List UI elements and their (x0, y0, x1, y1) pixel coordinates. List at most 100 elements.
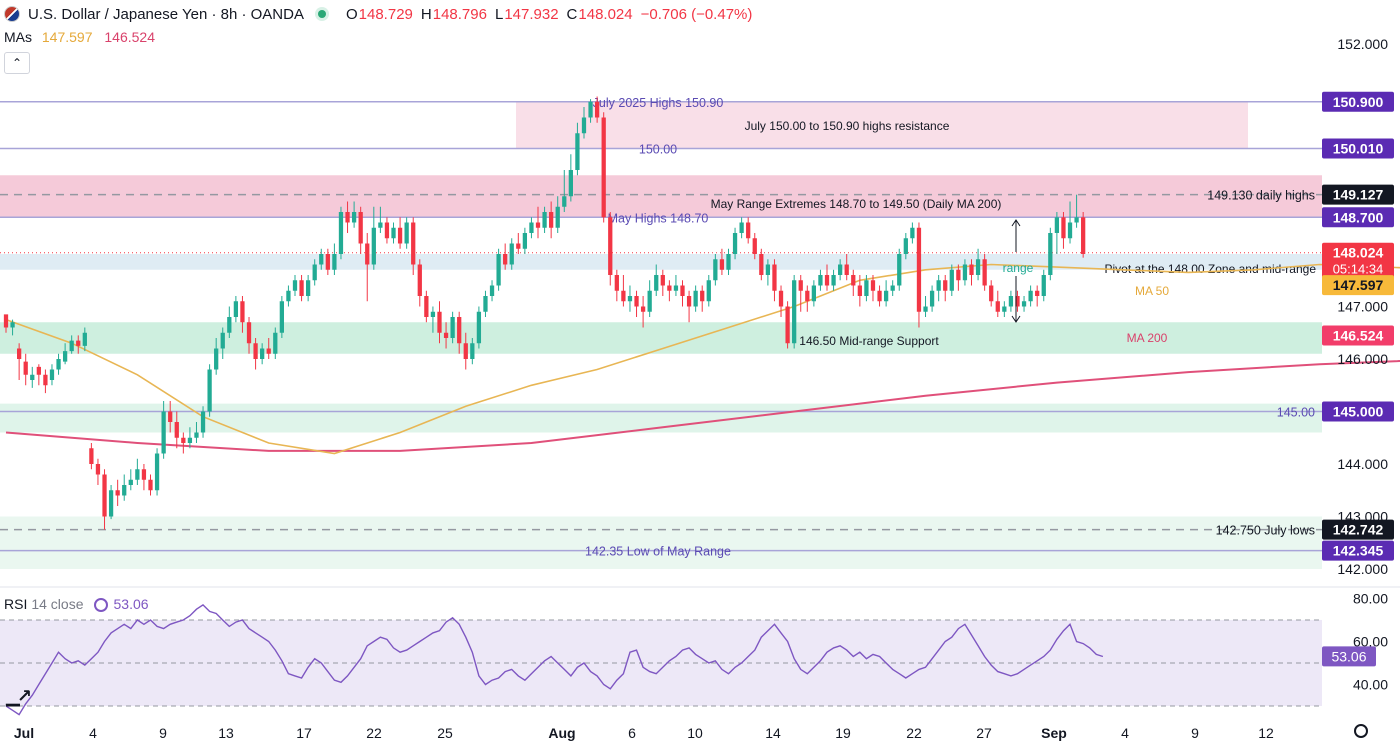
candle-body (496, 254, 501, 286)
zone-5 (0, 516, 1322, 569)
candle-body (286, 290, 291, 302)
range-label: range (1003, 261, 1034, 275)
candle-body (470, 343, 475, 359)
candle-body (503, 254, 508, 265)
candle-body (30, 374, 35, 380)
price-tag-bg-5 (1322, 519, 1394, 540)
candle-body (831, 275, 836, 286)
candle-body (338, 212, 344, 254)
candle-body (798, 280, 803, 291)
candle-body (706, 280, 711, 302)
candle-body (115, 490, 120, 496)
rsi-legend[interactable]: RSI 14 close 53.06 (4, 596, 149, 612)
candle-body (319, 254, 324, 265)
candle-body (181, 437, 186, 443)
close-value: 148.024 (578, 5, 633, 23)
zone-0 (516, 101, 1248, 149)
candle-body (529, 222, 534, 233)
candle-body (778, 290, 784, 307)
candle-body (332, 254, 337, 270)
candle-body (949, 269, 954, 291)
ma200-annotation: MA 200 (1127, 331, 1168, 345)
gear-icon[interactable] (1354, 724, 1368, 738)
candle-body (614, 275, 619, 291)
candle-body (772, 264, 777, 291)
candle-body (923, 306, 928, 312)
candle-body (404, 222, 409, 244)
candle-body (660, 275, 665, 286)
candle-body (700, 290, 705, 302)
candle-body (141, 469, 147, 480)
candle-body (962, 264, 968, 281)
price-tag-bg-1 (1322, 138, 1394, 159)
symbol-title[interactable]: U.S. Dollar / Japanese Yen · 8h · OANDA (28, 5, 304, 23)
price-tag-6: 142.345 (1333, 543, 1384, 559)
ma50-tag: 147.597 (1333, 277, 1384, 293)
candle-body (240, 301, 245, 323)
candle-body (253, 343, 258, 359)
x-tick-label: 12 (1258, 725, 1274, 741)
candle-body (279, 301, 284, 333)
candle-body (397, 227, 403, 244)
price-tag-0: 150.900 (1333, 94, 1384, 110)
price-tag-4: 145.000 (1333, 404, 1384, 420)
candle-body (89, 448, 94, 464)
candle-body (82, 332, 87, 346)
candle-body (555, 206, 560, 228)
y-tick-label: 152.000 (1337, 36, 1388, 52)
candle-body (174, 422, 179, 438)
level-label-6: 142.35 Low of May Range (585, 545, 731, 559)
candle-body (890, 285, 895, 291)
candle-body (1048, 233, 1053, 275)
x-tick-label: Jul (14, 725, 34, 741)
candle-body (56, 359, 61, 370)
candle-body (969, 264, 974, 275)
ma-legend[interactable]: MAs 147.597 146.524 (4, 29, 155, 45)
candle-body (870, 280, 876, 291)
candle-body (765, 264, 771, 275)
candle-body (811, 285, 817, 302)
level-label-0: July 2025 Highs 150.90 (593, 96, 724, 110)
candle-body (916, 227, 922, 312)
x-tick-label: 19 (835, 725, 851, 741)
candle-body (877, 290, 882, 302)
candle-body (161, 411, 166, 454)
candle-body (910, 227, 915, 239)
candle-body (365, 243, 370, 265)
candle-body (759, 254, 764, 275)
candle-body (312, 264, 317, 281)
candle-body (726, 254, 731, 270)
candle-body (266, 348, 271, 354)
candle-body (982, 259, 987, 286)
level-label-1: 150.00 (639, 142, 677, 156)
candle-body (792, 280, 797, 344)
last-price-tag-bg (1322, 242, 1394, 279)
candle-body (187, 437, 193, 443)
price-tag-1: 150.010 (1333, 140, 1384, 156)
candle-body (227, 317, 232, 333)
low-label: L (494, 5, 504, 23)
candle-body (1002, 306, 1007, 312)
candle-body (457, 317, 462, 344)
candle-body (594, 101, 600, 118)
candle-body (562, 196, 567, 207)
candle-body (305, 280, 311, 296)
candle-body (549, 212, 554, 228)
price-tag-bg-3 (1322, 207, 1394, 228)
candle-body (608, 217, 613, 275)
candle-body (292, 280, 298, 291)
price-tag-bg-0 (1322, 91, 1394, 112)
candle-body (903, 238, 908, 254)
candle-body (640, 306, 646, 312)
candle-body (936, 280, 941, 291)
zone-label-1: May Range Extremes 148.70 to 149.50 (Dai… (711, 197, 1002, 211)
y-tick-label: 142.000 (1337, 561, 1388, 577)
open-value: 148.729 (358, 5, 413, 23)
candle-body (200, 411, 206, 433)
change-value: −0.706 (−0.47%) (640, 5, 753, 23)
x-tick-label: Sep (1041, 725, 1067, 741)
candle-body (621, 290, 626, 302)
candle-body (424, 296, 429, 317)
collapse-legend-button[interactable]: ⌃ (4, 52, 30, 74)
